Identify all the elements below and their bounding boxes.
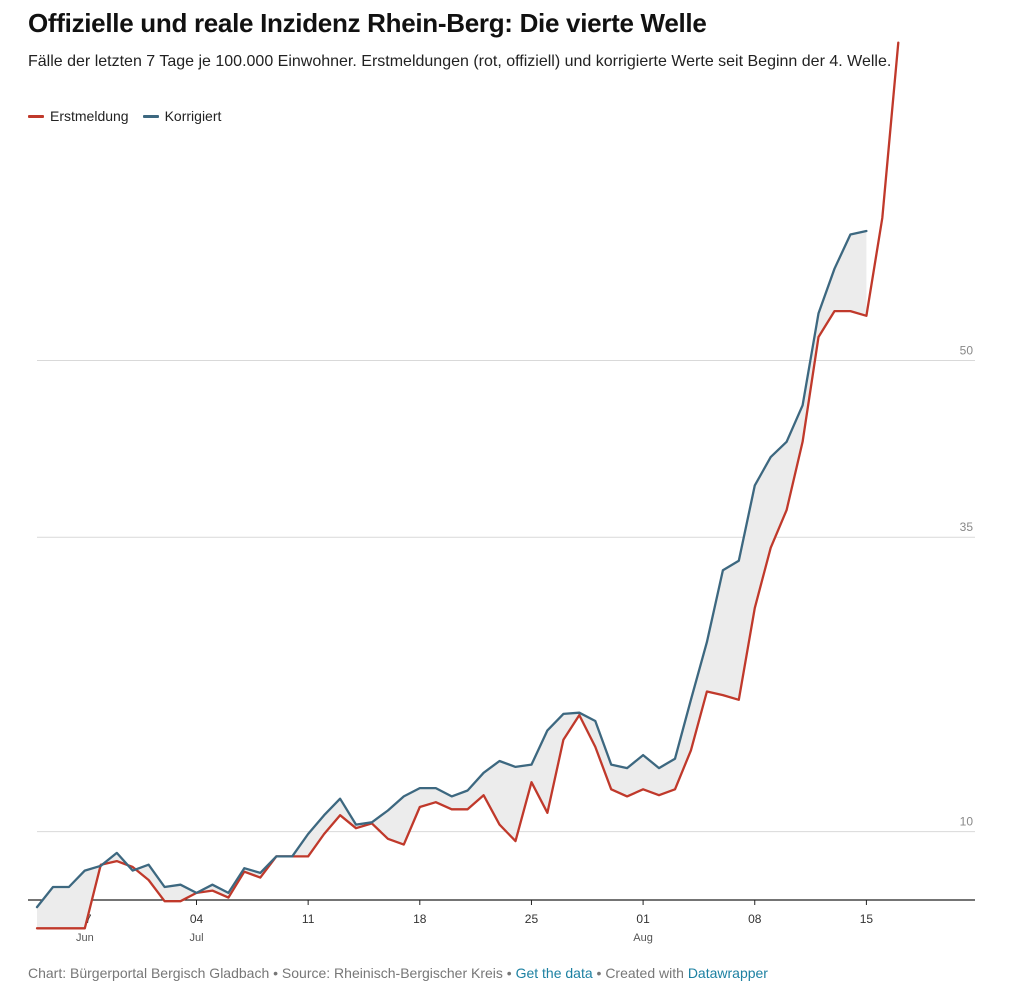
legend-swatch-korrigiert: [142, 114, 159, 118]
x-tick-label-08: 08: [748, 912, 762, 926]
x-tick-label-18: 18: [413, 912, 427, 926]
series-line-korrigiert: [35, 229, 868, 909]
x-tick-month-Aug: Aug: [633, 932, 653, 944]
legend-swatch-erstmeldung: [28, 114, 44, 118]
legend-item-korrigiert: Korrigiert: [142, 108, 222, 124]
x-tick-label-11: 11: [302, 912, 315, 926]
x-tick-label-25: 25: [525, 912, 539, 926]
chart-footer: Chart: Bürgerportal Bergisch Gladbach • …: [28, 965, 768, 981]
x-tick-month-Jun: Jun: [76, 932, 94, 944]
footer-credits: Chart: Bürgerportal Bergisch Gladbach • …: [28, 965, 516, 981]
gap-area: [37, 231, 867, 929]
y-tick-label-50: 50: [960, 344, 974, 358]
footer-created-with: • Created with: [592, 965, 688, 981]
legend-item-erstmeldung: Erstmeldung: [28, 108, 129, 124]
line-chart: 10355027Jun04Jul11182501Aug0815: [28, 41, 975, 944]
legend-label-erstmeldung: Erstmeldung: [50, 108, 129, 124]
chart-title: Offizielle und reale Inzidenz Rhein-Berg…: [28, 8, 707, 38]
x-tick-month-Jul: Jul: [189, 932, 203, 944]
datawrapper-link[interactable]: Datawrapper: [687, 965, 768, 981]
series-line-erstmeldung: [35, 41, 900, 930]
get-the-data-link[interactable]: Get the data: [515, 965, 593, 981]
y-tick-label-35: 35: [960, 520, 974, 534]
legend-label-korrigiert: Korrigiert: [164, 108, 222, 124]
legend: Erstmeldung Korrigiert: [28, 108, 221, 124]
y-tick-label-10: 10: [960, 815, 974, 829]
chart-subtitle: Fälle der letzten 7 Tage je 100.000 Einw…: [28, 53, 892, 70]
x-tick-label-01: 01: [636, 912, 650, 926]
x-tick-label-04: 04: [190, 912, 204, 926]
x-tick-label-15: 15: [860, 912, 874, 926]
